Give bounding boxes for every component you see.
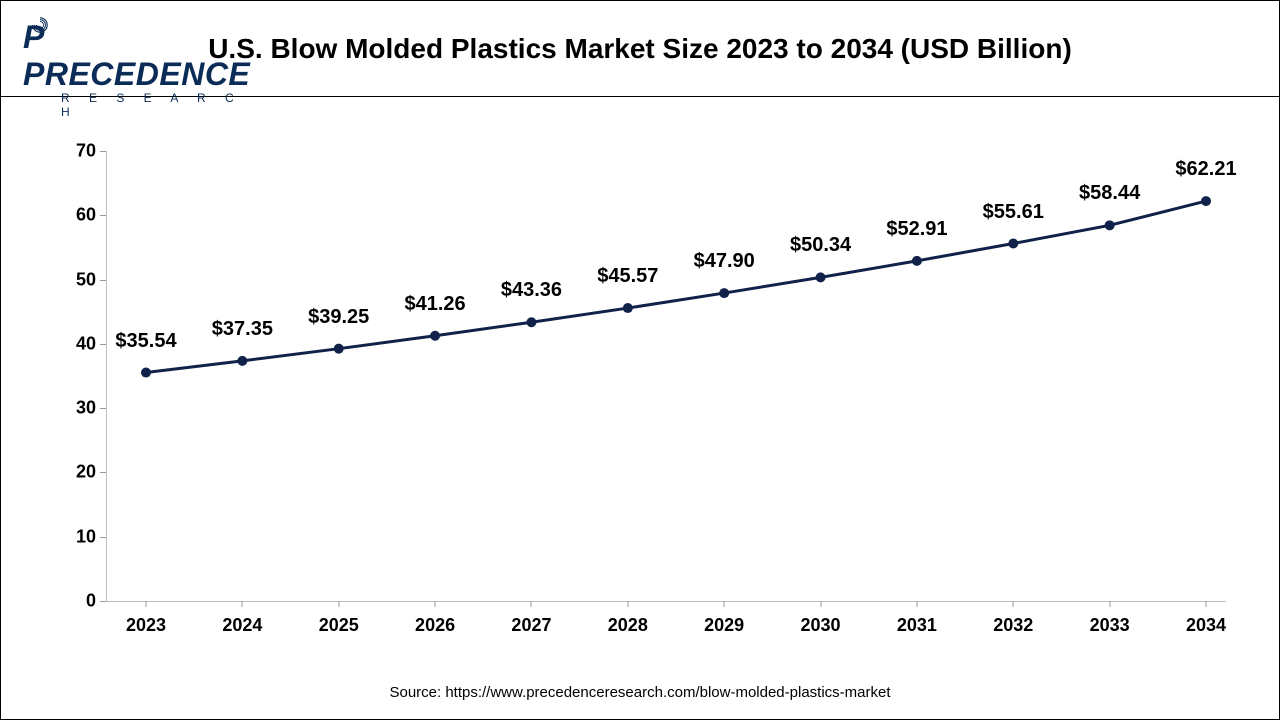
y-tick-mark — [100, 408, 106, 409]
y-tick-mark — [100, 280, 106, 281]
x-tick-mark — [531, 601, 532, 607]
y-tick-mark — [100, 215, 106, 216]
chart-frame: P PRECEDENCE R E S E A R C H U.S. Blow M… — [0, 0, 1280, 720]
logo-brand-text: PRECEDENCE — [23, 56, 250, 92]
series-line — [146, 201, 1206, 372]
data-label: $47.90 — [694, 250, 755, 273]
y-tick-label: 10 — [56, 526, 106, 547]
data-label: $43.36 — [501, 279, 562, 302]
data-label: $50.34 — [790, 234, 851, 257]
x-tick-mark — [1013, 601, 1014, 607]
y-tick-label: 0 — [56, 591, 106, 612]
x-tick-mark — [1206, 601, 1207, 607]
data-label: $55.61 — [983, 201, 1044, 224]
data-label: $37.35 — [212, 318, 273, 341]
x-tick-mark — [820, 601, 821, 607]
y-tick-label: 40 — [56, 333, 106, 354]
y-tick-mark — [100, 472, 106, 473]
x-tick-mark — [916, 601, 917, 607]
line-series — [106, 151, 1226, 601]
y-tick-label: 20 — [56, 462, 106, 483]
data-label: $52.91 — [886, 218, 947, 241]
data-label: $39.25 — [308, 306, 369, 329]
x-tick-mark — [146, 601, 147, 607]
logo-swirl-icon — [31, 16, 49, 34]
x-tick-mark — [242, 601, 243, 607]
data-label: $45.57 — [597, 265, 658, 288]
data-label: $35.54 — [115, 330, 176, 353]
y-tick-label: 70 — [56, 141, 106, 162]
x-axis-line — [106, 601, 1226, 602]
x-tick-mark — [627, 601, 628, 607]
x-tick-mark — [338, 601, 339, 607]
y-tick-mark — [100, 537, 106, 538]
data-marker — [912, 256, 922, 266]
data-label: $58.44 — [1079, 182, 1140, 205]
data-label: $62.21 — [1175, 158, 1236, 181]
y-tick-mark — [100, 344, 106, 345]
source-text: Source: https://www.precedenceresearch.c… — [1, 684, 1279, 701]
data-marker — [816, 272, 826, 282]
x-tick-mark — [1109, 601, 1110, 607]
y-tick-label: 60 — [56, 205, 106, 226]
logo-sub-text: R E S E A R C H — [61, 91, 263, 119]
x-tick-mark — [724, 601, 725, 607]
y-tick-mark — [100, 151, 106, 152]
y-tick-label: 30 — [56, 398, 106, 419]
brand-logo: P PRECEDENCE R E S E A R C H — [23, 19, 263, 119]
data-marker — [1201, 196, 1211, 206]
data-marker — [719, 288, 729, 298]
chart-area: 0102030405060702023202420252026202720282… — [51, 131, 1241, 661]
data-marker — [1008, 239, 1018, 249]
data-marker — [526, 317, 536, 327]
header: P PRECEDENCE R E S E A R C H U.S. Blow M… — [1, 1, 1279, 97]
y-tick-mark — [100, 601, 106, 602]
plot-region: 0102030405060702023202420252026202720282… — [106, 151, 1226, 601]
data-marker — [141, 368, 151, 378]
y-tick-label: 50 — [56, 269, 106, 290]
data-label: $41.26 — [404, 293, 465, 316]
data-marker — [334, 344, 344, 354]
x-tick-mark — [435, 601, 436, 607]
data-marker — [623, 303, 633, 313]
data-marker — [1105, 220, 1115, 230]
data-marker — [237, 356, 247, 366]
data-marker — [430, 331, 440, 341]
